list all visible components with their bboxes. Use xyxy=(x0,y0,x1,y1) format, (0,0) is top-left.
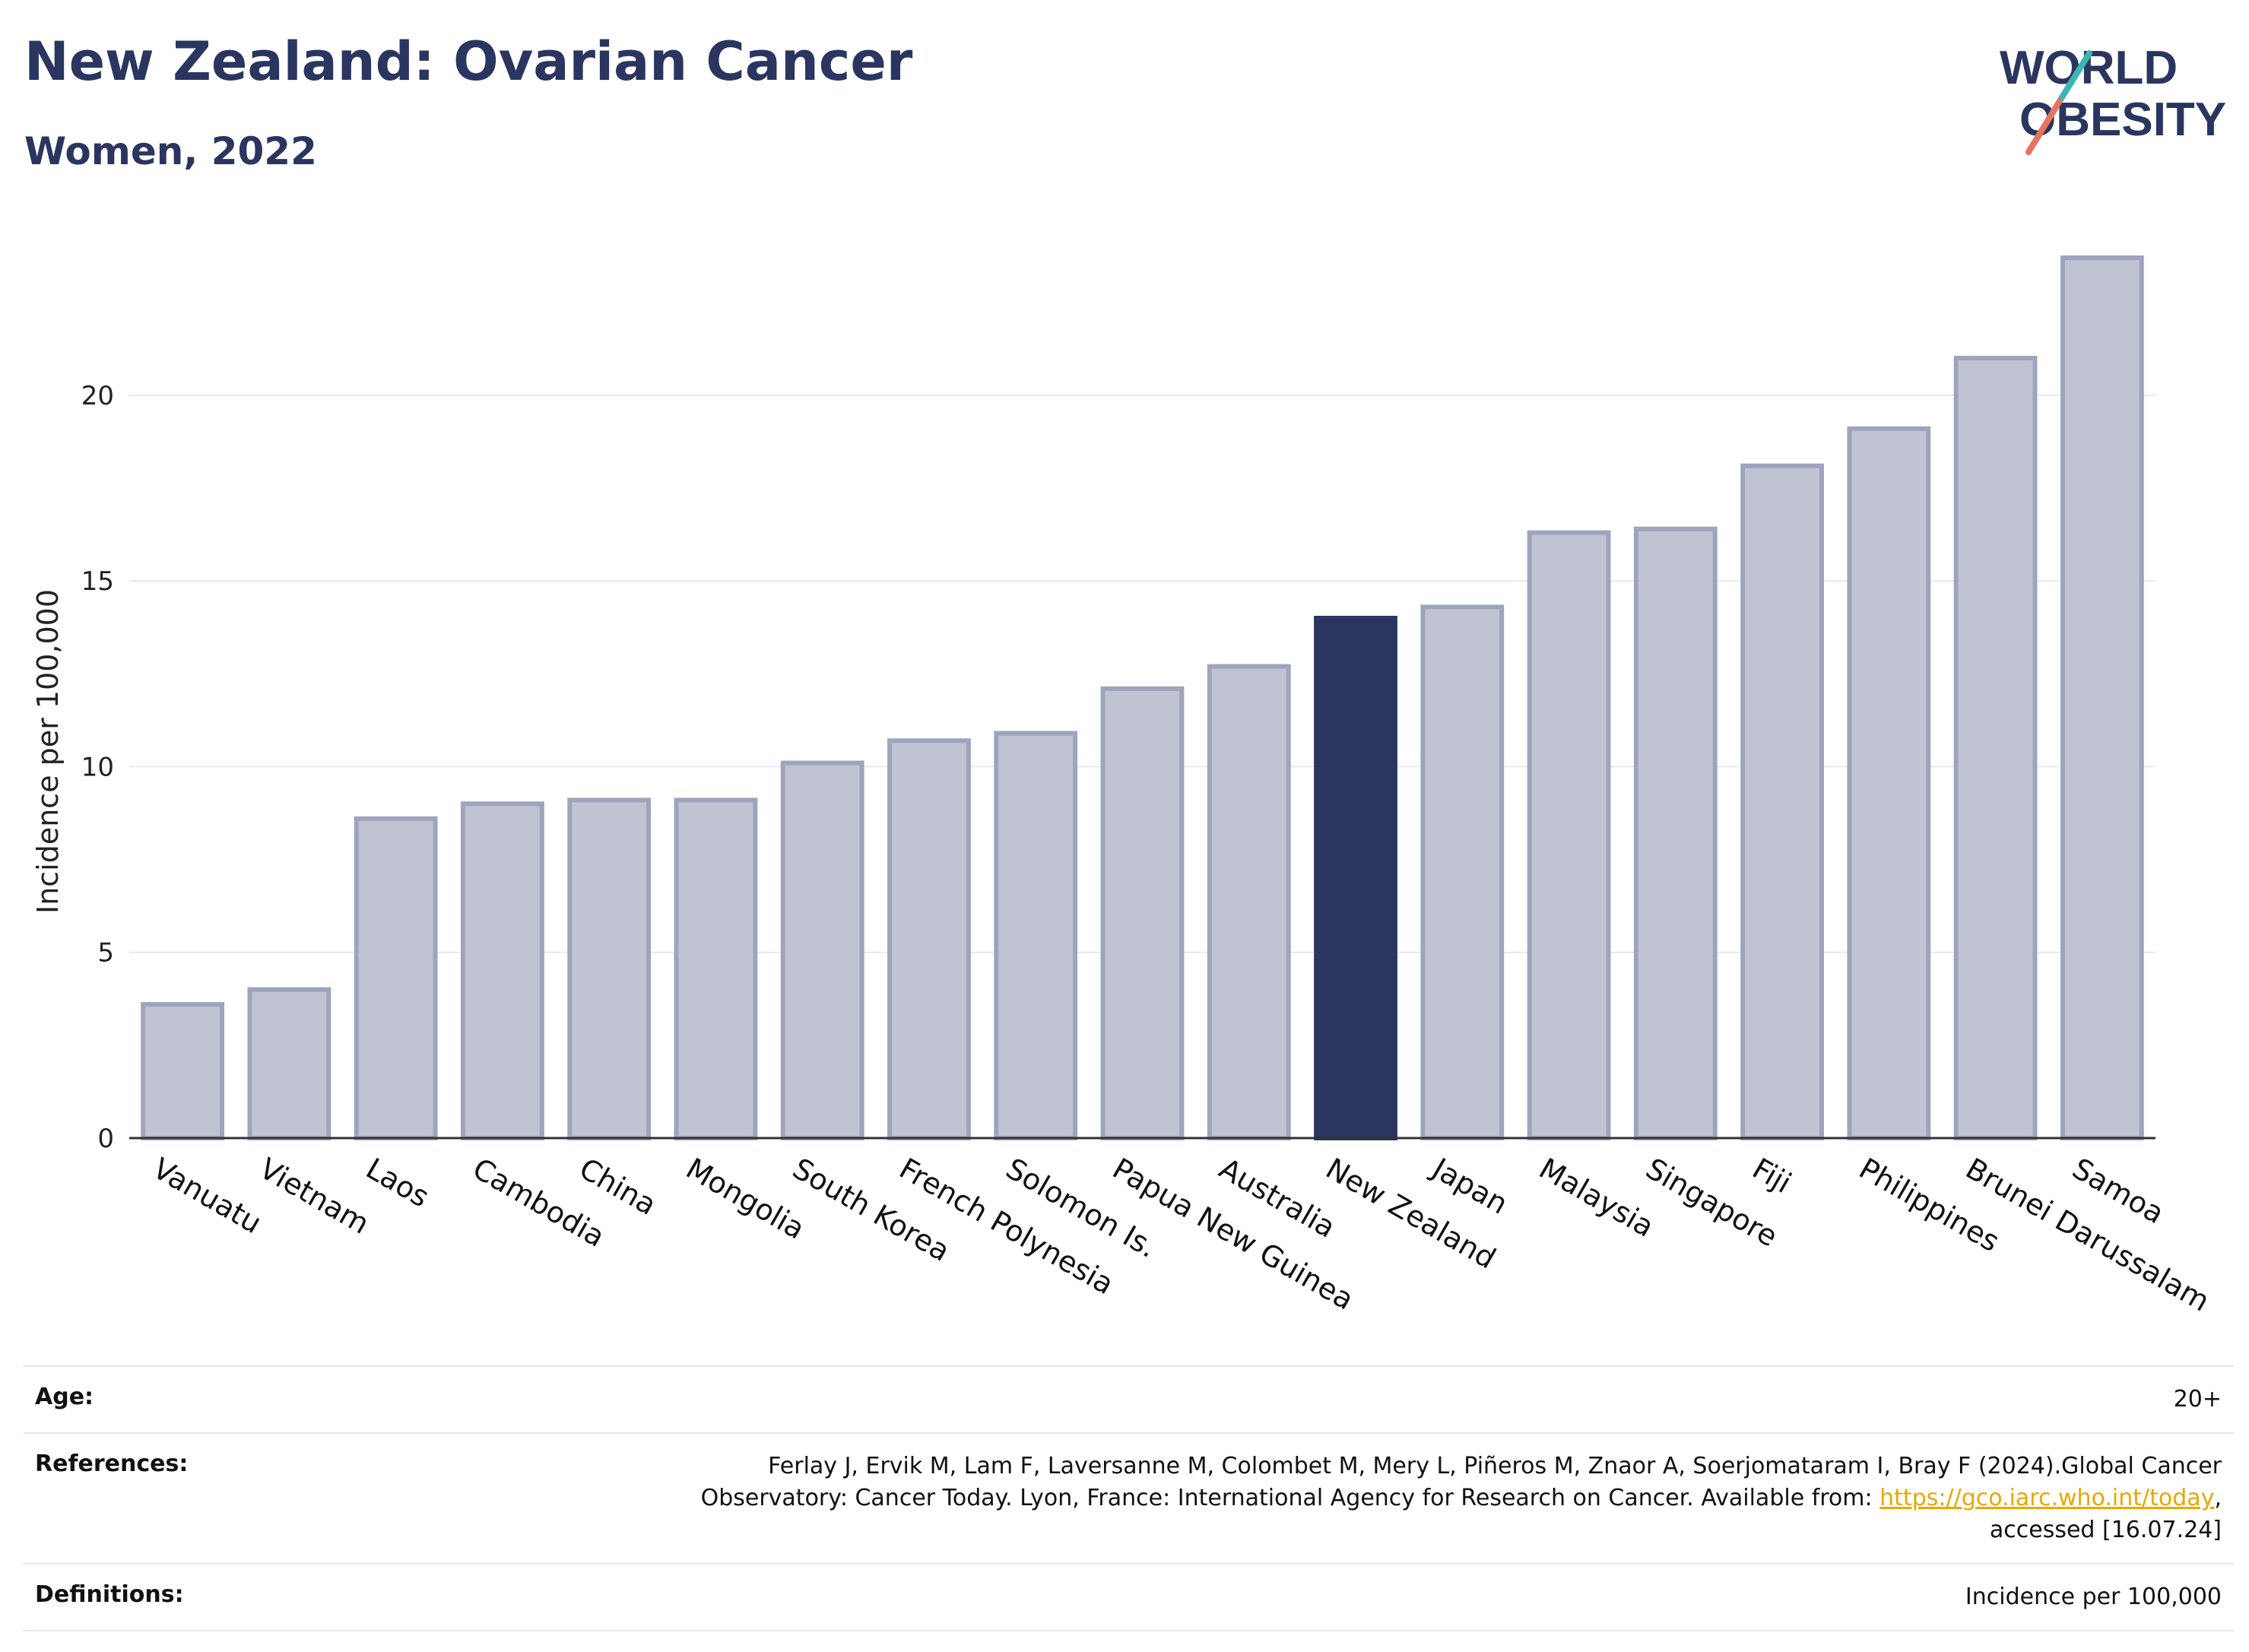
definitions-label: Definitions: xyxy=(35,1581,184,1608)
bar-fiji xyxy=(1740,463,1824,1140)
bar-china xyxy=(567,797,652,1141)
bar-philippines xyxy=(1847,426,1931,1140)
logo-slash-coral xyxy=(2025,94,2065,155)
bar-australia xyxy=(1207,664,1291,1140)
bar-vanuatu xyxy=(141,1002,225,1140)
bar-singapore xyxy=(1633,526,1718,1140)
age-label: Age: xyxy=(35,1384,94,1410)
logo-slash-teal xyxy=(2059,50,2092,100)
bar-vietnam xyxy=(247,987,331,1140)
bar-solomon-is- xyxy=(994,731,1078,1140)
bar-brunei-darussalam xyxy=(1953,356,2038,1140)
bar-malaysia xyxy=(1527,530,1611,1140)
x-tick-label: Laos xyxy=(360,1152,435,1214)
bar-french-polynesia xyxy=(887,738,971,1140)
info-table: Age: 20+ References: Ferlay J, Ervik M, … xyxy=(23,1365,2234,1631)
y-tick-label: 15 xyxy=(81,566,114,597)
references-text-4: accessed [16.07.24] xyxy=(1989,1517,2222,1543)
logo-line2: OBESITY xyxy=(2019,94,2226,146)
info-row-definitions: Definitions: Incidence per 100,000 xyxy=(23,1563,2234,1631)
x-tick-label: Mongolia xyxy=(680,1152,810,1246)
page-subtitle: Women, 2022 xyxy=(24,129,317,173)
bar-chart: 0 5 10 15 20 Incidence per 100,000 VanuatuViet… xyxy=(31,255,2215,1318)
bar-japan xyxy=(1420,604,1505,1140)
age-value: 20+ xyxy=(2173,1386,2222,1413)
bar-mongolia xyxy=(674,797,758,1141)
bar-laos xyxy=(354,816,438,1141)
bar-cambodia xyxy=(461,801,544,1141)
references-label: References: xyxy=(35,1451,189,1477)
definitions-value: Incidence per 100,000 xyxy=(1965,1584,2222,1610)
x-tick-label: Malaysia xyxy=(1534,1152,1660,1244)
references-text-1: Ferlay J, Ervik M, Lam F, Laversanne M, … xyxy=(768,1453,2222,1479)
bar-papua-new-guinea xyxy=(1100,686,1185,1140)
x-tick-label: Fiji xyxy=(1747,1152,1797,1200)
references-text-3: , xyxy=(2214,1485,2222,1511)
y-tick-label: 5 xyxy=(97,938,114,969)
world-obesity-logo: WORLD OBESITY xyxy=(2000,42,2226,155)
y-tick-label: 10 xyxy=(81,752,114,782)
info-row-age: Age: 20+ xyxy=(23,1365,2234,1432)
page-title: New Zealand: Ovarian Cancer xyxy=(24,30,913,93)
bar-south-korea xyxy=(780,760,864,1140)
references-value: Ferlay J, Ervik M, Lam F, Laversanne M, … xyxy=(701,1451,2222,1546)
bar-samoa xyxy=(2060,255,2144,1141)
references-link[interactable]: https://gco.iarc.who.int/today xyxy=(1879,1485,2215,1511)
y-tick-label: 20 xyxy=(81,381,114,411)
references-text-2: Observatory: Cancer Today. Lyon, France:… xyxy=(700,1485,1880,1511)
x-tick-label: Vanuatu xyxy=(148,1152,268,1240)
info-row-references: References: Ferlay J, Ervik M, Lam F, La… xyxy=(23,1432,2234,1563)
y-axis-title: Incidence per 100,000 xyxy=(31,589,65,914)
y-tick-label: 0 xyxy=(97,1124,114,1154)
bar-new-zealand xyxy=(1314,616,1397,1140)
x-tick-label: Vietnam xyxy=(254,1152,375,1241)
